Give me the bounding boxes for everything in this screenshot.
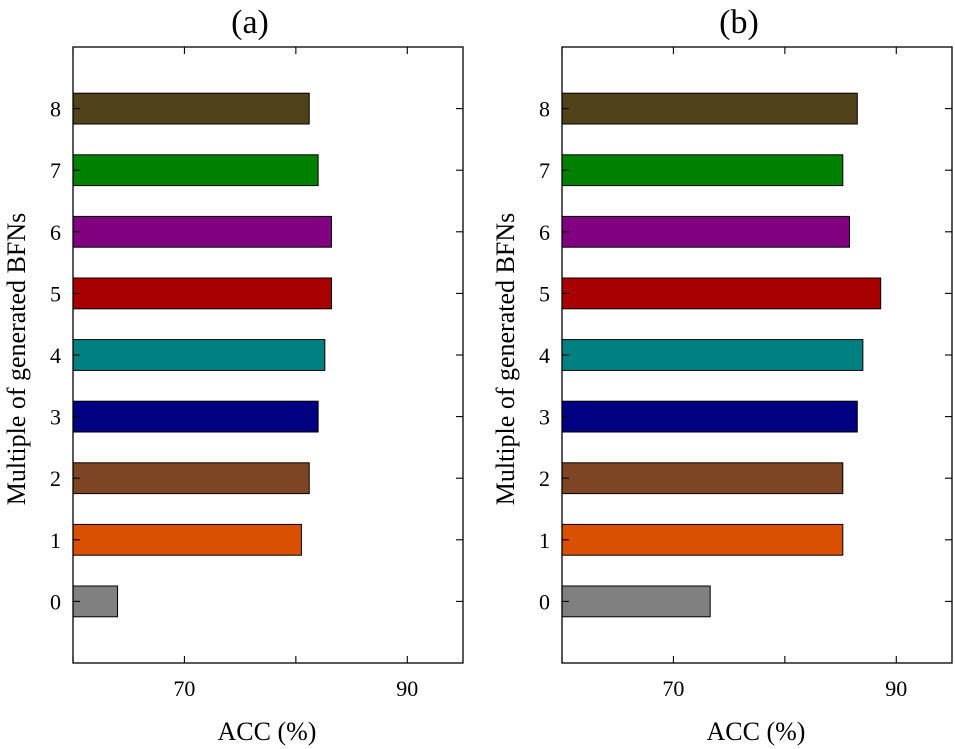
bar-8: [561, 92, 858, 125]
y-axis-label: Multiple of generated BFNs: [2, 213, 31, 505]
panel-a: 0 1 2 3 4 5 6 7 8 70 90 ACC (%) (a) Multiple of gener…: [2, 4, 464, 746]
bar-3: [72, 400, 319, 433]
bar-6: [561, 215, 850, 248]
bar-7: [72, 154, 319, 187]
panel-title: (b): [719, 4, 759, 41]
y-tick-label: 5: [50, 281, 61, 306]
y-tick-label: 2: [50, 466, 61, 491]
y-tick-label: 1: [50, 528, 61, 553]
panel-b: 0 1 2 3 4 5 6 7 8 70 90 ACC (%) (b) Multiple of gener…: [491, 4, 953, 746]
y-tick-label: 3: [539, 405, 550, 430]
x-axis-label: ACC (%): [218, 717, 317, 746]
bar-1: [561, 523, 844, 556]
x-tick-label: 90: [396, 676, 418, 701]
x-tick-label: 70: [662, 676, 684, 701]
y-tick-label: 8: [539, 97, 550, 122]
bar-5: [561, 277, 882, 310]
bar-7: [561, 154, 844, 187]
y-tick-label: 7: [50, 158, 61, 183]
panel-title: (a): [231, 4, 269, 41]
y-tick-label: 5: [539, 281, 550, 306]
bar-5: [72, 277, 333, 310]
y-tick-label: 6: [50, 220, 61, 245]
y-tick-label: 0: [539, 589, 550, 614]
y-tick-label: 4: [50, 343, 61, 368]
x-tick-label: 90: [885, 676, 907, 701]
y-tick-label: 0: [50, 589, 61, 614]
bar-3: [561, 400, 858, 433]
y-tick-label: 8: [50, 97, 61, 122]
bar-2: [72, 462, 310, 495]
x-tick-label: 70: [173, 676, 195, 701]
bar-1: [72, 523, 302, 556]
bar-4: [72, 339, 326, 371]
bar-2: [561, 462, 844, 495]
y-tick-label: 1: [539, 528, 550, 553]
y-tick-label: 2: [539, 466, 550, 491]
y-tick-label: 7: [539, 158, 550, 183]
bar-6: [72, 215, 333, 248]
y-axis-label: Multiple of generated BFNs: [491, 213, 520, 505]
bar-4: [561, 339, 864, 371]
bar-8: [72, 92, 310, 125]
y-tick-label: 4: [539, 343, 550, 368]
bar-0: [561, 585, 711, 618]
y-tick-label: 6: [539, 220, 550, 245]
y-tick-label: 3: [50, 405, 61, 430]
x-axis-label: ACC (%): [707, 717, 806, 746]
